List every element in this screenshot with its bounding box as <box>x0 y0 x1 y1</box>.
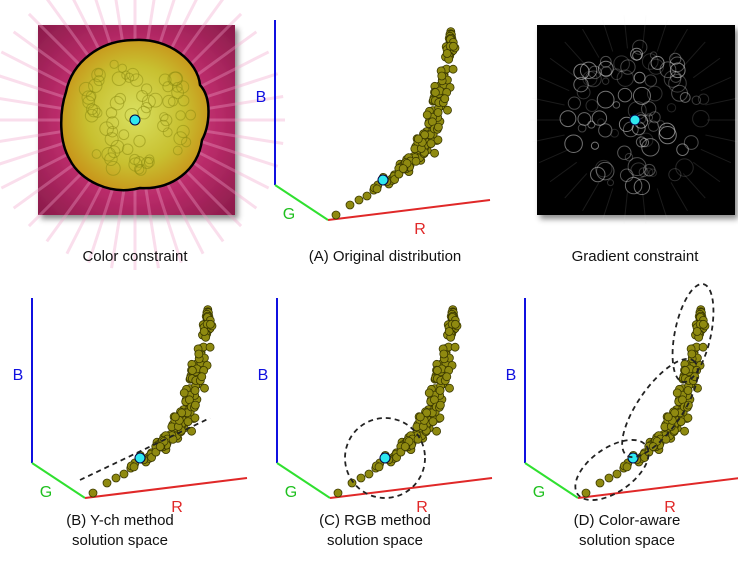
point <box>201 384 209 392</box>
point <box>451 343 459 351</box>
point <box>89 489 97 497</box>
scatter-plot: BGR <box>506 280 738 516</box>
axis-label: B <box>13 367 24 384</box>
axis-label: B <box>506 367 517 384</box>
point <box>355 196 363 204</box>
point <box>414 135 422 143</box>
point <box>412 157 420 165</box>
point <box>431 149 439 157</box>
point <box>673 389 681 397</box>
caption: solution space <box>327 532 423 549</box>
point <box>206 343 214 351</box>
point <box>425 389 433 397</box>
caption: Color constraint <box>82 248 188 265</box>
point <box>440 350 448 358</box>
point <box>363 192 371 200</box>
point <box>188 367 196 375</box>
point <box>195 350 203 358</box>
point <box>357 474 365 482</box>
point <box>664 413 672 421</box>
point <box>423 111 431 119</box>
seed-point <box>378 175 388 185</box>
point <box>401 443 409 451</box>
point <box>699 343 707 351</box>
point <box>373 185 381 193</box>
point <box>443 50 451 58</box>
point <box>191 387 199 395</box>
point <box>112 474 120 482</box>
axis-label: G <box>533 484 545 501</box>
point <box>365 470 373 478</box>
point <box>200 328 208 336</box>
axis-label: G <box>285 484 297 501</box>
point <box>438 72 446 80</box>
axis-label: G <box>40 484 52 501</box>
point <box>427 140 435 148</box>
point <box>449 65 457 73</box>
point <box>684 387 692 395</box>
point <box>613 470 621 478</box>
point <box>103 479 111 487</box>
gradient-image <box>530 16 738 225</box>
point <box>623 463 631 471</box>
axis-label: B <box>258 367 269 384</box>
point <box>446 384 454 392</box>
point <box>443 373 451 381</box>
point <box>184 418 192 426</box>
caption: Gradient constraint <box>572 248 700 265</box>
caption: (C) RGB method <box>319 512 431 529</box>
point <box>120 470 128 478</box>
point <box>444 106 452 114</box>
solution-region <box>565 428 659 512</box>
point <box>436 387 444 395</box>
point <box>198 373 206 381</box>
point <box>431 89 439 97</box>
axis-label: B <box>256 89 267 106</box>
point <box>433 367 441 375</box>
caption: (B) Y-ch method <box>66 512 174 529</box>
caption: (A) Original distribution <box>309 248 462 265</box>
point <box>681 367 689 375</box>
point <box>445 328 453 336</box>
point <box>688 350 696 358</box>
scatter-plot: BGR <box>13 298 247 516</box>
point <box>375 463 383 471</box>
point <box>449 42 457 50</box>
point <box>699 320 707 328</box>
point <box>191 401 199 409</box>
caption: solution space <box>579 532 675 549</box>
caption: solution space <box>72 532 168 549</box>
point <box>441 95 449 103</box>
point <box>180 389 188 397</box>
point <box>451 320 459 328</box>
scatter-plot: B G R <box>256 20 490 238</box>
point <box>582 489 590 497</box>
seed-point <box>380 453 390 463</box>
point <box>130 463 138 471</box>
axis-label: R <box>414 221 426 238</box>
point <box>171 413 179 421</box>
figure: Color constraint (A) Original distributi… <box>0 0 738 561</box>
point <box>434 123 442 131</box>
caption: (D) Color-aware <box>574 512 681 529</box>
point <box>693 328 701 336</box>
axis-label: G <box>283 206 295 223</box>
point <box>332 211 340 219</box>
point <box>429 418 437 426</box>
scatter-plot: BGR <box>258 298 492 516</box>
point <box>334 489 342 497</box>
point <box>346 201 354 209</box>
point <box>605 474 613 482</box>
point <box>206 320 214 328</box>
point <box>596 479 604 487</box>
point <box>399 165 407 173</box>
point <box>681 427 689 435</box>
point <box>436 401 444 409</box>
color-image <box>0 0 285 270</box>
point <box>434 109 442 117</box>
point <box>433 427 441 435</box>
point <box>416 413 424 421</box>
seed-point <box>628 453 638 463</box>
seed-point <box>135 453 145 463</box>
